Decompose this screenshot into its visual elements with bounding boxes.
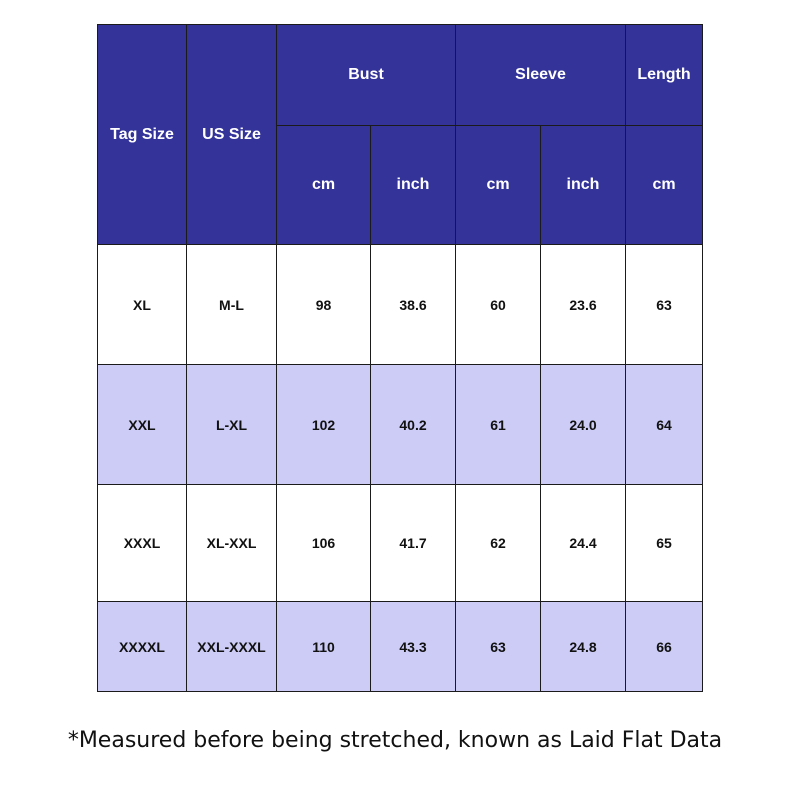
header-bust-cm: cm <box>276 125 371 245</box>
cell-tag-size: XXXL <box>97 484 187 602</box>
cell-sleeve-inch: 24.0 <box>540 364 626 485</box>
table-row: XXXL XL-XXL 106 41.7 62 24.4 65 <box>97 484 703 602</box>
table-row: XXXXL XXL-XXXL 110 43.3 63 24.8 66 <box>97 601 703 692</box>
cell-sleeve-inch: 24.4 <box>540 484 626 602</box>
measurement-note: *Measured before being stretched, known … <box>67 728 723 753</box>
cell-bust-cm: 110 <box>276 601 371 692</box>
cell-sleeve-cm: 62 <box>455 484 541 602</box>
header-us-size: US Size <box>186 24 277 245</box>
header-length-cm: cm <box>625 125 703 245</box>
cell-bust-cm: 106 <box>276 484 371 602</box>
cell-us-size: XXL-XXXL <box>186 601 277 692</box>
cell-us-size: XL-XXL <box>186 484 277 602</box>
size-chart-table: Tag Size US Size Bust Sleeve Length cm i… <box>97 24 703 692</box>
cell-sleeve-inch: 24.8 <box>540 601 626 692</box>
cell-us-size: M-L <box>186 244 277 365</box>
cell-tag-size: XXXXL <box>97 601 187 692</box>
header-sleeve-cm: cm <box>455 125 541 245</box>
header-sleeve-inch: inch <box>540 125 626 245</box>
cell-bust-inch: 38.6 <box>370 244 456 365</box>
cell-bust-inch: 40.2 <box>370 364 456 485</box>
cell-sleeve-inch: 23.6 <box>540 244 626 365</box>
table-header: Tag Size US Size Bust Sleeve Length cm i… <box>97 24 703 245</box>
cell-length-cm: 63 <box>625 244 703 365</box>
cell-length-cm: 66 <box>625 601 703 692</box>
cell-bust-cm: 98 <box>276 244 371 365</box>
cell-sleeve-cm: 63 <box>455 601 541 692</box>
header-bust: Bust <box>276 24 456 126</box>
cell-tag-size: XXL <box>97 364 187 485</box>
header-length: Length <box>625 24 703 126</box>
header-tag-size: Tag Size <box>97 24 187 245</box>
cell-us-size: L-XL <box>186 364 277 485</box>
cell-bust-inch: 43.3 <box>370 601 456 692</box>
cell-tag-size: XL <box>97 244 187 365</box>
cell-bust-inch: 41.7 <box>370 484 456 602</box>
header-bust-inch: inch <box>370 125 456 245</box>
cell-sleeve-cm: 60 <box>455 244 541 365</box>
cell-sleeve-cm: 61 <box>455 364 541 485</box>
cell-length-cm: 64 <box>625 364 703 485</box>
cell-bust-cm: 102 <box>276 364 371 485</box>
cell-length-cm: 65 <box>625 484 703 602</box>
table-row: XL M-L 98 38.6 60 23.6 63 <box>97 244 703 365</box>
table-row: XXL L-XL 102 40.2 61 24.0 64 <box>97 364 703 485</box>
header-sleeve: Sleeve <box>455 24 626 126</box>
table-body: XL M-L 98 38.6 60 23.6 63 XXL L-XL 102 4… <box>97 244 703 692</box>
